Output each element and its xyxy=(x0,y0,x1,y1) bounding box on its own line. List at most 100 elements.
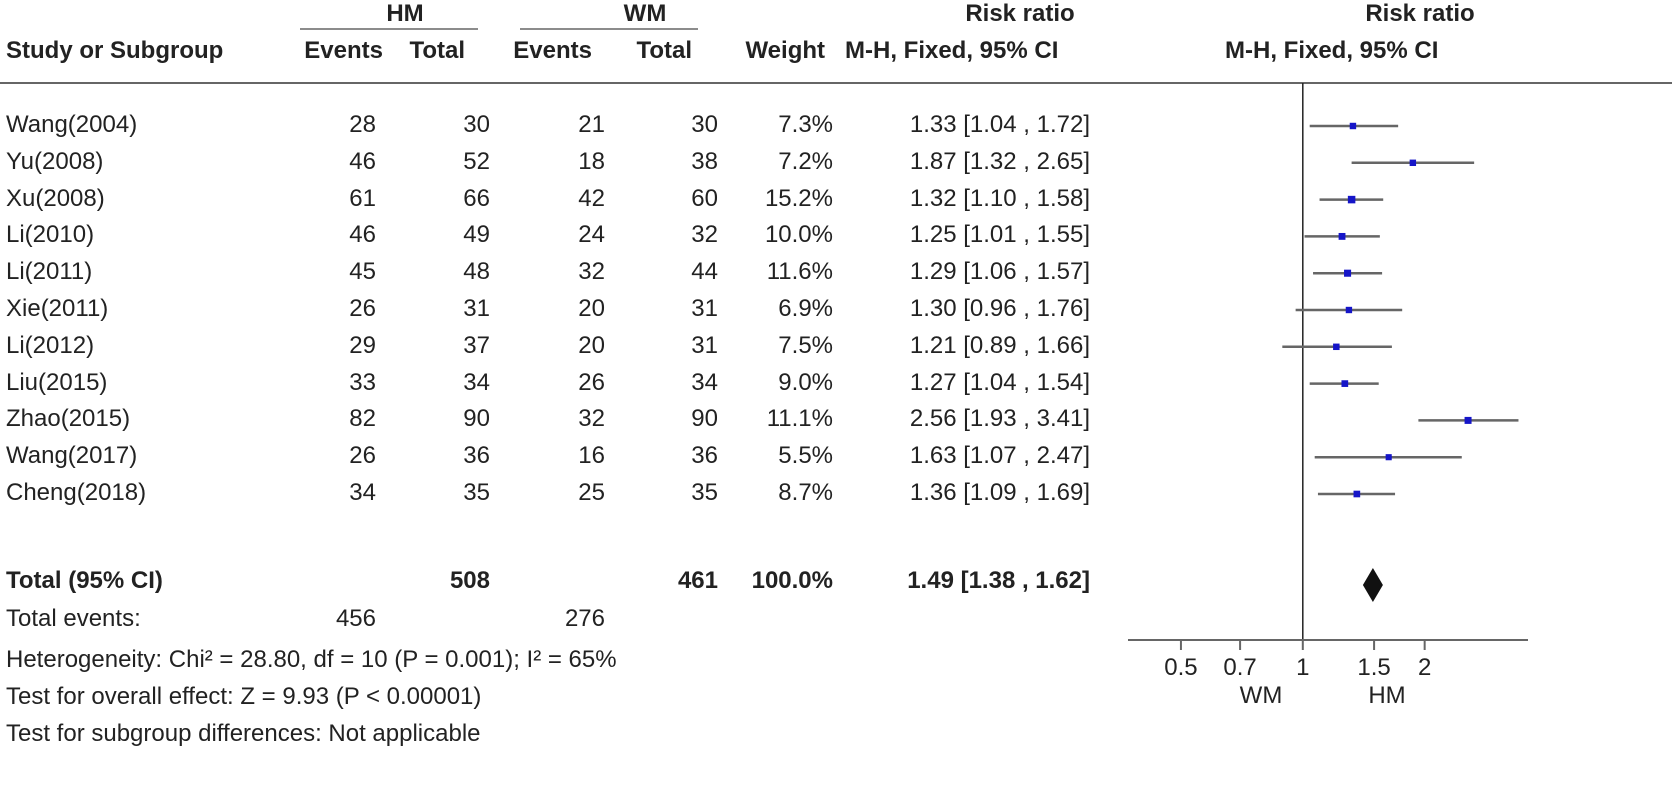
ci-text-cell: 1.87 [1.32 , 2.65] xyxy=(909,147,1090,175)
study-name: Cheng(2018) xyxy=(6,479,147,506)
events2-cell: 42 xyxy=(578,184,605,212)
events2-cell: 26 xyxy=(578,368,605,396)
study-name: Xie(2011) xyxy=(6,295,109,322)
study-point xyxy=(1338,232,1346,240)
plot-title: Risk ratio xyxy=(1365,0,1475,27)
total1-cell: 49 xyxy=(463,221,490,249)
study-point xyxy=(1341,380,1349,387)
events2-cell: 20 xyxy=(578,331,605,359)
events2-cell: 32 xyxy=(578,405,605,433)
total2-cell: 30 xyxy=(691,111,718,138)
events1-cell: 34 xyxy=(349,479,376,506)
total2-cell: 60 xyxy=(691,184,718,212)
x-tick-label: 0.7 xyxy=(1223,654,1256,681)
plot-method: M-H, Fixed, 95% CI xyxy=(1225,37,1439,64)
ci-text-cell: 1.36 [1.09 , 1.69] xyxy=(909,479,1090,506)
events1-cell: 33 xyxy=(349,368,376,396)
events1-cell: 61 xyxy=(349,184,376,212)
total1-cell: 35 xyxy=(463,479,490,506)
events1-cell: 46 xyxy=(349,147,376,175)
events2-cell: 16 xyxy=(578,442,605,470)
events2-cell: 25 xyxy=(578,479,605,506)
ci-text-cell: 1.29 [1.06 , 1.57] xyxy=(909,258,1090,286)
events2-cell: 18 xyxy=(578,147,605,175)
study-point xyxy=(1353,490,1361,498)
total2-cell: 32 xyxy=(691,221,718,249)
pooled-diamond xyxy=(1362,568,1383,602)
weight-cell: 11.1% xyxy=(766,405,833,433)
total2-cell: 36 xyxy=(691,442,718,470)
total-t1: 508 xyxy=(449,567,490,594)
total2-cell: 44 xyxy=(691,258,718,286)
x-tick-label: 0.5 xyxy=(1164,654,1197,681)
events2-cell: 21 xyxy=(578,111,605,138)
ci-text-cell: 1.63 [1.07 , 2.47] xyxy=(909,442,1090,470)
col-total2: Total xyxy=(636,37,692,64)
subgroup-text: Test for subgroup differences: Not appli… xyxy=(6,720,481,747)
weight-cell: 5.5% xyxy=(778,442,833,470)
total-label: Total (95% CI) xyxy=(6,567,163,594)
total2-cell: 38 xyxy=(691,147,718,175)
weight-cell: 9.0% xyxy=(778,368,833,396)
weight-cell: 15.2% xyxy=(764,184,833,212)
study-point xyxy=(1385,454,1392,461)
total-events2: 276 xyxy=(564,605,605,632)
ci-text-cell: 1.30 [0.96 , 1.76] xyxy=(909,295,1090,322)
total-events1: 456 xyxy=(335,605,376,632)
x-tick-label: 1.5 xyxy=(1357,654,1390,681)
study-point xyxy=(1344,269,1352,277)
study-point xyxy=(1409,159,1417,167)
total2-cell: 35 xyxy=(691,479,718,506)
total2-cell: 90 xyxy=(691,405,718,433)
total2-cell: 31 xyxy=(691,331,718,359)
total1-cell: 37 xyxy=(463,331,490,359)
study-name: Liu(2015) xyxy=(6,368,108,396)
study-name: Li(2011) xyxy=(6,258,93,286)
total-ci-text: 1.49 [1.38 , 1.62] xyxy=(907,567,1090,594)
weight-cell: 7.2% xyxy=(778,147,833,175)
weight-cell: 7.3% xyxy=(778,111,833,138)
ci-text-cell: 1.32 [1.10 , 1.58] xyxy=(909,184,1090,212)
events1-cell: 26 xyxy=(349,295,376,322)
study-point xyxy=(1345,306,1353,314)
group2-header: WM xyxy=(623,0,667,27)
study-point xyxy=(1464,416,1472,424)
ci-text-cell: 1.21 [0.89 , 1.66] xyxy=(909,331,1090,359)
total-events-label: Total events: xyxy=(6,605,141,632)
group1-header: HM xyxy=(386,0,424,27)
events1-cell: 46 xyxy=(349,221,376,249)
total-t2: 461 xyxy=(677,567,718,594)
study-name: Yu(2008) xyxy=(6,147,104,175)
study-name: Wang(2017) xyxy=(6,442,138,470)
total1-cell: 36 xyxy=(463,442,490,470)
weight-cell: 7.5% xyxy=(778,331,833,359)
total2-cell: 34 xyxy=(691,368,718,396)
events1-cell: 29 xyxy=(349,331,376,359)
col-study: Study or Subgroup xyxy=(6,37,224,64)
events1-cell: 28 xyxy=(349,111,376,138)
x-tick-label: 2 xyxy=(1418,654,1431,681)
weight-cell: 10.0% xyxy=(764,221,833,249)
study-point xyxy=(1347,195,1356,204)
col-events1: Events xyxy=(304,37,383,64)
total1-cell: 52 xyxy=(463,147,490,175)
overall-effect-text: Test for overall effect: Z = 9.93 (P < 0… xyxy=(6,683,482,710)
total1-cell: 34 xyxy=(463,368,490,396)
study-name: Li(2012) xyxy=(6,331,95,359)
study-point xyxy=(1349,122,1357,130)
total1-cell: 30 xyxy=(463,111,490,138)
rr-title: Risk ratio xyxy=(965,0,1075,27)
weight-cell: 8.7% xyxy=(778,479,833,506)
total1-cell: 66 xyxy=(463,184,490,212)
events1-cell: 45 xyxy=(349,258,376,286)
events1-cell: 82 xyxy=(349,405,376,433)
col-weight: Weight xyxy=(745,37,825,64)
study-name: Zhao(2015) xyxy=(6,405,131,433)
x-tick-label: 1 xyxy=(1296,654,1309,681)
events1-cell: 26 xyxy=(349,442,376,470)
col-total1: Total xyxy=(409,37,465,64)
ci-text-cell: 1.25 [1.01 , 1.55] xyxy=(909,221,1090,249)
total1-cell: 31 xyxy=(463,295,490,322)
heterogeneity-text: Heterogeneity: Chi² = 28.80, df = 10 (P … xyxy=(6,646,617,673)
